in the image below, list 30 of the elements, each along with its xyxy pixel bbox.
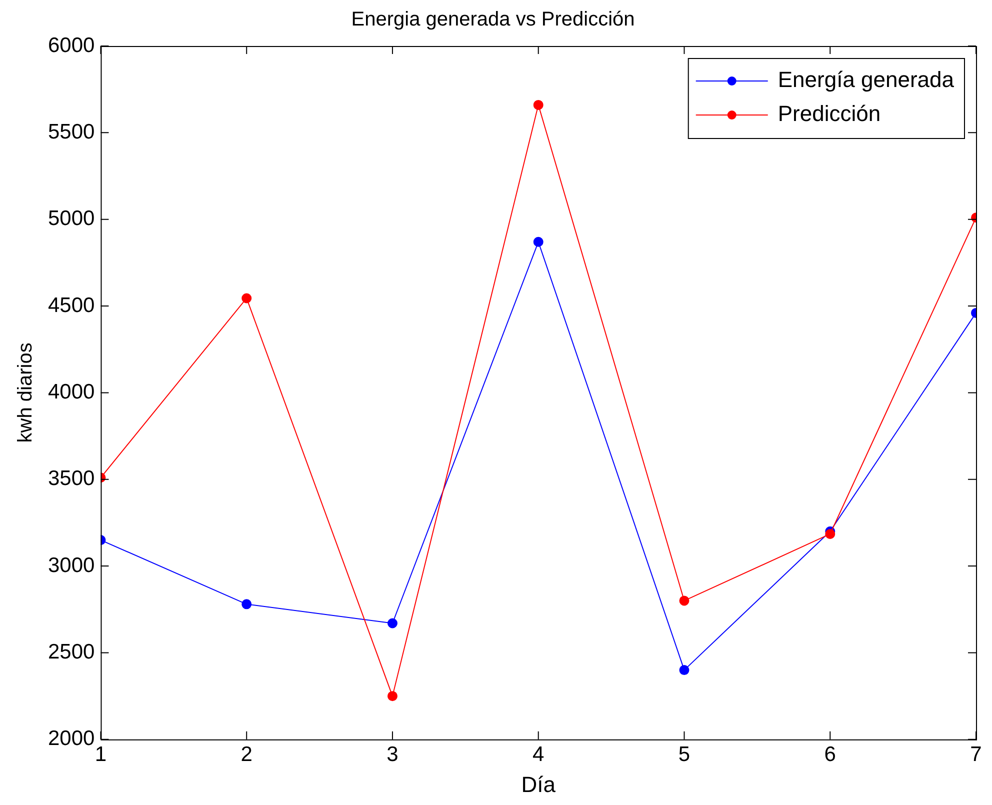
chart-title: Energia generada vs Predicción	[351, 8, 635, 31]
y-tick-label: 2500	[48, 640, 95, 664]
point	[387, 618, 398, 628]
point	[242, 293, 252, 304]
legend-label: Predicción	[778, 101, 881, 126]
x-tick-label: 7	[970, 742, 982, 766]
y-axis-title: kwh diarios	[14, 342, 37, 443]
point	[679, 596, 690, 606]
x-tick-label: 6	[824, 742, 836, 766]
y-tick-label: 5500	[48, 120, 95, 144]
y-tick-label: 3500	[48, 467, 95, 490]
y-tick-label: 4000	[48, 380, 95, 404]
x-tick-label: 5	[678, 742, 690, 766]
y-tick-label: 6000	[48, 34, 95, 57]
y-tick-label: 3000	[48, 554, 95, 577]
point	[387, 691, 398, 702]
x-tick-label: 1	[94, 742, 107, 766]
legend-label: Energía generada	[778, 67, 955, 92]
y-tick-label: 2000	[48, 727, 95, 750]
point	[533, 236, 544, 247]
y-tick-label: 5000	[48, 207, 95, 230]
x-tick-label: 4	[532, 742, 545, 766]
point	[825, 528, 836, 539]
y-tick-label: 4500	[48, 294, 95, 317]
x-tick-label: 2	[240, 742, 252, 766]
point	[242, 599, 252, 610]
x-axis-title: Día	[521, 772, 556, 797]
point	[533, 100, 544, 110]
point	[679, 665, 690, 676]
x-tick-label: 3	[386, 742, 398, 766]
